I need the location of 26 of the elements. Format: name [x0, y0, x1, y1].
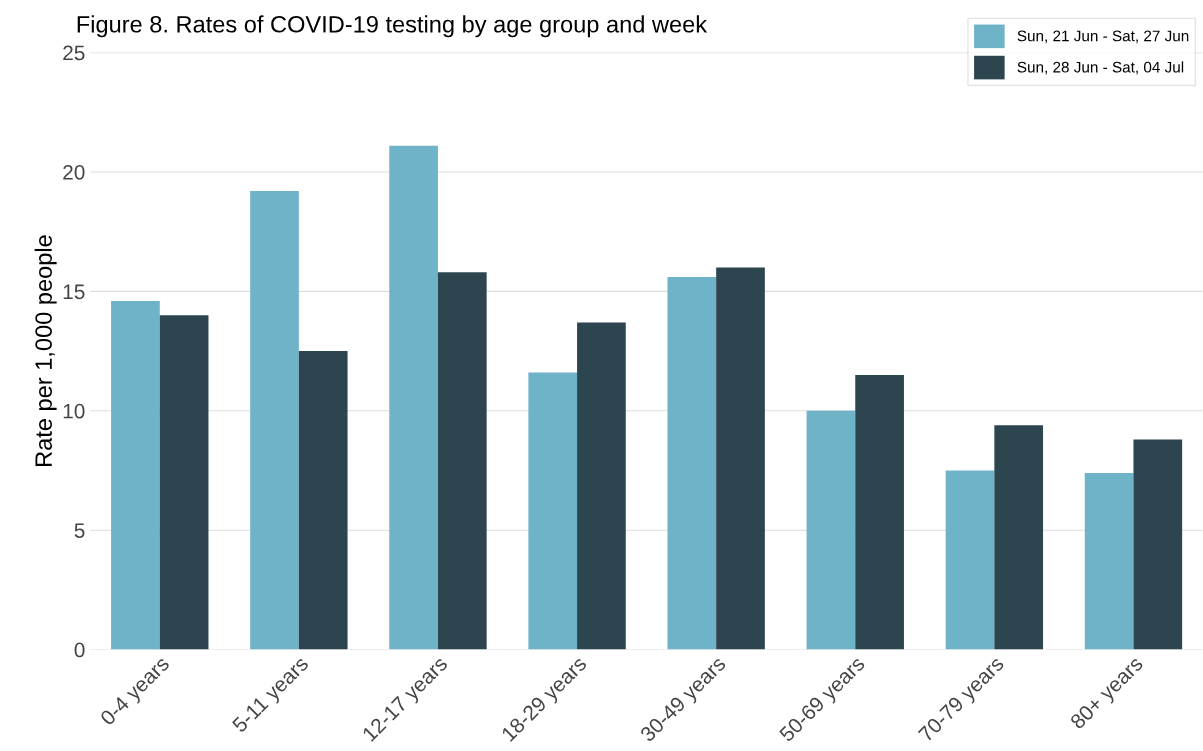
y-axis-title: Rate per 1,000 people	[34, 235, 57, 466]
bar	[577, 322, 626, 650]
legend-label: Sun, 21 Jun - Sat, 27 Jun	[1017, 30, 1189, 44]
bar	[389, 145, 438, 650]
bar	[250, 191, 299, 650]
bar	[716, 267, 765, 650]
bar	[806, 410, 856, 650]
bar	[994, 425, 1044, 650]
bar	[528, 372, 578, 650]
bar	[667, 277, 717, 650]
y-tick-label: 20	[63, 164, 85, 180]
bar	[855, 374, 904, 650]
y-tick-label: 15	[63, 284, 85, 300]
bar	[945, 470, 995, 650]
bar	[111, 300, 160, 650]
y-tick-label: 25	[63, 45, 85, 61]
bar	[298, 351, 348, 650]
y-tick-label: 0	[74, 642, 85, 658]
bar	[1133, 439, 1183, 650]
legend-label: Sun, 28 Jun - Sat, 04 Jul	[1017, 61, 1184, 75]
bar	[1084, 472, 1134, 650]
y-tick-label: 5	[74, 523, 85, 538]
bar	[159, 315, 209, 650]
chart-title: Figure 8. Rates of COVID-19 testing by age group and week	[77, 15, 708, 38]
bar	[437, 272, 487, 650]
y-tick-label: 10	[63, 403, 85, 419]
